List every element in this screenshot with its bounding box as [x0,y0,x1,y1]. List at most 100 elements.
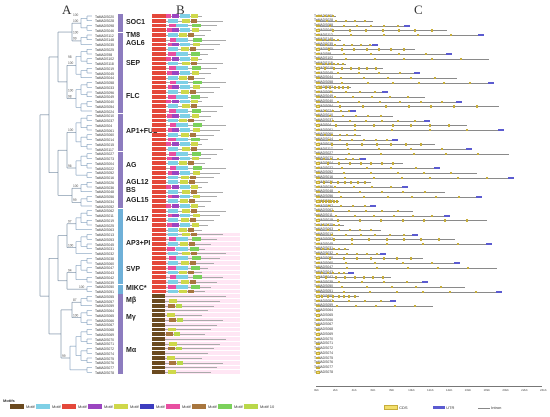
motif-block [176,109,188,113]
cds-exon [338,247,340,251]
cds-exon [316,281,320,284]
cds-exon [411,214,414,217]
gene-structure-label: TaMADS076 [314,360,334,365]
motif-block [191,204,199,208]
cds-exon [316,86,320,89]
motif-row [152,327,240,332]
motif-row [152,275,240,280]
motif-row [152,161,240,166]
motif-block [188,289,195,294]
gene-leaf: TaMADS035 [95,43,115,47]
gene-structure-label: TaMADS98 [314,52,331,56]
cds-exon [373,91,376,94]
motif-block [152,213,166,218]
motif-row [152,80,240,85]
cds-exon [336,200,339,203]
utr-segment [382,91,388,94]
motif-row [152,47,240,52]
cds-exon [386,76,389,80]
cds-exon [324,110,326,113]
cds-exon [350,181,353,184]
cds-exon [373,262,376,265]
cds-exon [476,152,479,156]
cds-exon [394,304,396,308]
motif-block [182,208,191,213]
cds-exon [328,62,331,65]
cds-exon [441,100,444,103]
cds-exon [316,157,320,160]
cds-exon [337,228,340,232]
motif-block [180,213,190,218]
gene-leaf: TaMADS067 [95,323,115,328]
motif-block [168,33,178,37]
motif-block [168,227,178,232]
motif-block [168,232,178,237]
motif-block [152,280,166,284]
gene-structure-label: TaMADS047 [314,265,333,269]
cds-exon [389,186,392,189]
cds-exon [316,124,320,127]
motif-swatch [36,404,50,409]
utr-segment [390,300,396,303]
motif-block [152,113,166,118]
motif-block [152,80,166,85]
motif-row [152,189,240,194]
cds-exon [437,238,440,241]
motif-block [179,118,188,123]
gene-leaf: TaMADS068 [95,328,115,332]
gene-leaf: TaMADS011 [95,214,114,218]
cds-exon [332,119,335,122]
motif-block [170,37,179,42]
motif-block [176,360,183,365]
gene-leaf: TaMADS038 [95,256,115,261]
cds-exon [420,238,423,241]
cds-exon [316,290,320,293]
gene-structure-label: TaMADS027 [314,151,333,155]
cds-exon [371,186,374,189]
motif-block [152,218,166,223]
motif-block [152,356,165,360]
utr-legend: UTR [433,405,454,411]
motif-block [168,180,178,185]
intron-legend-label: Intron [491,405,502,410]
motif-legend-label: Motif 6 [156,404,169,409]
motif-legend-label: Motif 5 [130,404,143,409]
motif-block [190,147,197,151]
subfamily-label: Mγ [126,313,136,321]
motif-block [188,33,195,37]
cds-exon [316,347,320,350]
gene-structure-label: TaMADS055 [314,294,333,298]
motif-block [168,85,174,90]
cds-exon [428,129,431,132]
motif-row [152,18,240,23]
cds-exon [444,152,447,156]
gene-leaf: TaMADS044 [95,76,115,81]
cds-exon [397,53,400,56]
cds-exon [395,290,398,293]
motif-block [188,75,195,80]
gene-leaf: TaMADS031 [95,247,115,252]
gene-structure-label: TaMADS049 [314,94,333,98]
cds-exon [316,366,320,369]
gene-structure-label: TaMADS042 [314,275,333,279]
utr-segment [496,290,502,293]
cds-exon [401,219,404,222]
cds-exon [316,257,320,260]
motif-block [176,284,188,289]
gene-structure-label: TaMADS020 [314,14,333,18]
cds-exon [430,29,433,32]
motif-block [191,142,198,147]
cds-exon [332,110,334,113]
cds-exon [348,295,351,298]
cds-exon [340,285,343,289]
cds-exon [320,62,323,65]
utr-segment [360,157,366,160]
cds-exon [333,43,336,46]
cds-exon [316,95,320,99]
cds-exon [397,119,400,122]
motif-row [152,270,240,275]
cds-exon [407,105,410,108]
cds-exon [330,91,333,94]
motif-block [152,151,166,156]
cds-exon [316,323,320,327]
